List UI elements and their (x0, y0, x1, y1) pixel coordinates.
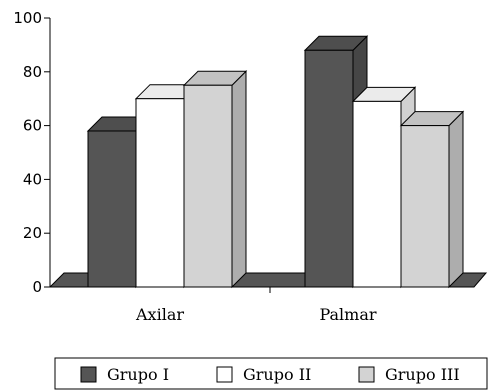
legend-item: Grupo III (358, 365, 460, 384)
bar-side (231, 70, 247, 289)
category-label: Palmar (319, 305, 376, 324)
legend-label: Grupo I (107, 365, 169, 384)
bar (399, 110, 465, 289)
legend-label: Grupo III (385, 365, 460, 384)
bar-front (183, 84, 233, 288)
legend-item: Grupo I (80, 365, 169, 384)
y-tick-label: 40 (23, 170, 42, 188)
category-labels: Axilar Palmar (135, 305, 377, 324)
y-axis: 0 20 40 60 80 100 (13, 9, 271, 296)
y-tick-label: 20 (23, 224, 42, 242)
legend-swatch (358, 366, 375, 383)
y-tick-label: 60 (23, 117, 42, 135)
category-label: Axilar (135, 305, 184, 324)
bar-front (87, 130, 137, 288)
legend-swatch (80, 366, 97, 383)
legend-label: Grupo II (243, 365, 311, 384)
bars (86, 35, 465, 289)
bar-front (400, 125, 450, 288)
legend-box (54, 357, 488, 390)
legend: Grupo I Grupo II Grupo III (54, 357, 488, 390)
bar-front (352, 100, 402, 288)
bar (182, 70, 248, 289)
y-tick-label: 0 (32, 278, 42, 296)
bar-front (304, 49, 354, 288)
y-tick-label: 80 (23, 63, 42, 81)
bar-side (448, 110, 464, 289)
legend-swatch (216, 366, 233, 383)
y-tick-label: 100 (13, 9, 42, 27)
bar-front (135, 98, 185, 288)
legend-item: Grupo II (216, 365, 311, 384)
